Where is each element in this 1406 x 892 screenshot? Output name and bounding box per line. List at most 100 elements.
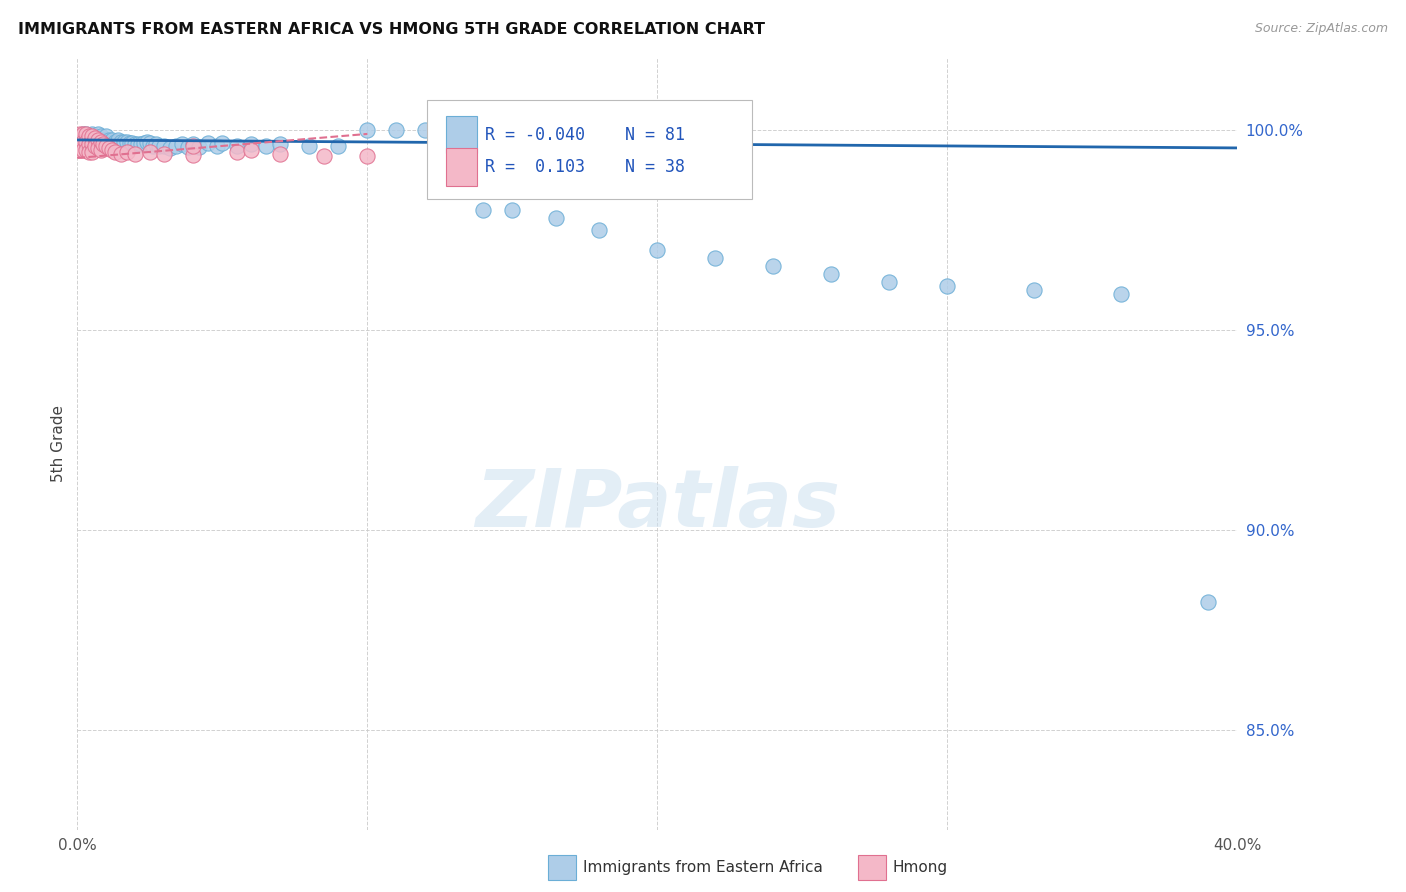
Point [86,135,108,149]
Point [107,133,129,147]
Point [170,136,193,151]
Point [148,139,170,153]
Point [96,135,118,149]
Point [1111,286,1133,301]
Point [77,145,100,159]
Point [139,145,162,159]
Point [704,251,727,265]
Point [104,136,127,151]
Point [69,143,91,157]
Point [96,139,118,153]
Point [121,136,143,150]
Point [90,135,111,149]
Point [72,135,94,149]
Point [877,275,901,289]
Point [98,141,121,155]
Point [413,123,436,137]
Point [124,147,146,161]
Y-axis label: 5th Grade: 5th Grade [51,405,66,483]
Point [183,136,205,151]
Point [240,143,263,157]
Point [269,136,291,151]
Point [153,139,176,153]
Point [98,136,121,151]
Point [115,135,138,149]
Point [80,128,103,143]
Point [762,259,785,273]
Point [385,123,408,137]
Point [75,127,97,141]
Point [93,136,115,151]
Point [165,139,187,153]
Point [159,141,181,155]
Point [93,133,115,147]
Point [110,147,132,161]
Point [69,135,91,149]
Point [90,128,111,143]
Point [269,147,291,161]
Point [443,123,465,137]
Point [96,133,118,147]
Point [254,139,277,153]
Point [129,136,152,151]
Point [104,145,127,159]
Point [69,127,91,141]
Point [83,131,105,145]
Point [101,143,124,157]
Point [501,202,523,217]
Point [183,139,205,153]
Point [145,136,167,151]
Point [69,131,91,145]
Point [90,143,111,157]
Point [77,136,100,151]
Point [115,145,138,159]
Point [75,127,97,141]
Point [132,136,155,150]
Point [75,143,97,157]
Point [80,127,103,141]
Point [205,139,228,153]
Point [112,135,135,149]
Point [80,131,103,145]
Point [472,202,495,217]
Point [101,133,124,147]
Point [356,149,378,163]
Point [80,145,103,159]
Point [86,141,108,155]
Point [77,128,100,143]
Point [328,139,350,153]
Point [240,136,263,151]
Point [101,135,124,149]
Point [544,211,567,225]
Point [80,135,103,149]
Text: Source: ZipAtlas.com: Source: ZipAtlas.com [1254,22,1388,36]
Point [118,136,141,150]
Point [86,127,108,141]
Point [225,139,247,153]
Point [588,223,610,237]
Point [356,123,378,137]
Point [312,149,335,163]
Point [90,135,111,149]
Point [77,135,100,149]
Point [211,136,233,150]
Point [127,136,149,151]
Point [124,136,146,151]
Point [80,136,103,151]
Text: Immigrants from Eastern Africa: Immigrants from Eastern Africa [583,860,824,874]
Point [96,128,118,143]
Point [820,267,842,281]
Point [83,131,105,145]
Point [93,135,115,149]
Point [1197,595,1219,609]
Point [153,147,176,161]
Text: R = -0.040    N = 81: R = -0.040 N = 81 [485,126,685,144]
Point [104,135,127,149]
Point [107,135,129,149]
Point [75,139,97,153]
Point [98,133,121,147]
Point [298,139,321,153]
Point [110,135,132,149]
Point [225,145,247,159]
Point [72,135,94,149]
